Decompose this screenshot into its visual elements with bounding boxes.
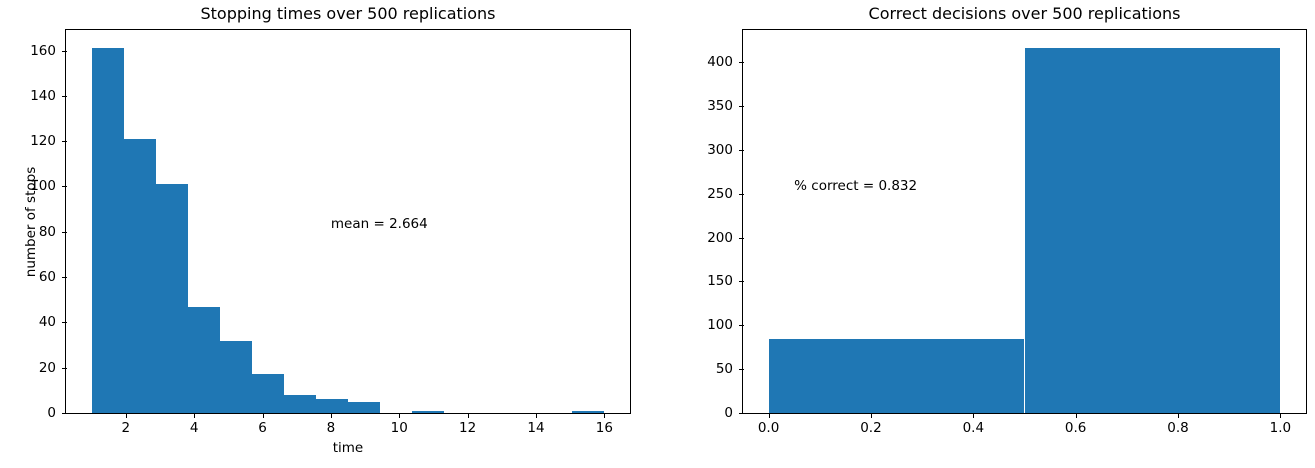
histogram-bar	[572, 410, 605, 413]
histogram-bar	[155, 184, 188, 413]
y-tick-label: 350	[707, 98, 733, 115]
y-tick-label: 100	[30, 178, 56, 195]
y-axis-label: number of stops	[23, 166, 39, 277]
x-tick-label: 0.6	[1064, 420, 1087, 436]
y-tick-label: 200	[707, 229, 733, 246]
x-tick-label: 14	[527, 420, 545, 436]
x-tick-label: 0.8	[1167, 420, 1189, 436]
histogram-bar	[283, 394, 316, 413]
y-tick	[62, 413, 67, 414]
y-tick	[62, 186, 67, 188]
histogram-bar	[219, 340, 252, 413]
histogram-bar	[412, 410, 445, 413]
x-tick	[973, 413, 975, 418]
y-tick	[62, 141, 67, 143]
x-tick	[1280, 413, 1282, 418]
x-tick-label: 0.0	[757, 420, 780, 436]
x-tick	[399, 413, 401, 418]
x-tick-label: 12	[459, 420, 477, 436]
histogram-bar	[123, 138, 156, 413]
x-tick	[604, 413, 606, 418]
y-tick	[62, 277, 67, 279]
x-tick	[125, 413, 127, 418]
y-tick	[62, 95, 67, 97]
y-tick-label: 80	[38, 223, 56, 240]
y-tick	[739, 193, 744, 195]
y-tick	[62, 367, 67, 369]
y-tick	[739, 413, 744, 414]
x-tick	[330, 413, 332, 418]
y-tick	[62, 231, 67, 233]
y-tick-label: 150	[707, 273, 733, 290]
histogram-bar	[187, 306, 220, 413]
y-tick	[739, 369, 744, 371]
x-tick-label: 16	[595, 420, 613, 436]
axes-stopping-times: 2 4 6 8 10 12 14 16 0 20 40 60 80 100 120 140 160 Stoppin…	[23, 4, 631, 456]
annotation-text: % correct = 0.832	[794, 178, 918, 195]
y-tick-label: 50	[715, 361, 733, 378]
histogram-bar	[1024, 48, 1281, 413]
y-tick	[739, 106, 744, 108]
x-axis-label: time	[332, 440, 364, 456]
annotation-text: mean = 2.664	[330, 216, 428, 233]
x-tick-label: 2	[121, 420, 131, 436]
y-tick-label: 400	[707, 54, 733, 71]
y-tick-label: 120	[30, 133, 56, 150]
y-tick-label: 100	[707, 317, 733, 334]
x-tick-label: 6	[258, 420, 267, 436]
y-tick-label: 160	[30, 42, 56, 59]
y-tick-label: 140	[30, 87, 56, 104]
y-tick	[739, 281, 744, 283]
x-tick-label: 8	[326, 420, 336, 436]
y-tick-label: 300	[707, 141, 733, 158]
y-tick-label: 0	[47, 405, 56, 421]
x-tick	[870, 413, 872, 418]
y-tick	[739, 325, 744, 327]
histogram-bar	[91, 48, 124, 413]
axes-title: Correct decisions over 500 replications	[868, 4, 1181, 23]
x-tick	[536, 413, 537, 418]
histogram-bar	[348, 401, 381, 413]
y-tick	[62, 322, 67, 324]
y-tick	[739, 149, 744, 151]
x-tick-label: 0.4	[962, 420, 985, 436]
axes-title: Stopping times over 500 replications	[200, 4, 496, 23]
y-tick	[739, 237, 744, 239]
histogram-bar	[315, 399, 348, 413]
x-tick	[768, 413, 770, 418]
x-tick	[467, 413, 469, 418]
histogram-bar	[768, 339, 1025, 413]
y-tick-label: 40	[38, 314, 56, 331]
x-tick	[1075, 413, 1077, 418]
x-tick	[194, 413, 196, 418]
y-tick-label: 20	[38, 359, 56, 376]
axes-correct-decisions: 0.0 0.2 0.4 0.6 0.8 1.0 0 50 100 150 200 250 300 350 4…	[707, 4, 1307, 436]
y-tick-label: 60	[38, 269, 56, 286]
y-tick-label: 0	[724, 405, 733, 421]
y-tick	[739, 62, 744, 64]
histogram-bar	[251, 374, 284, 413]
x-tick	[262, 413, 264, 418]
x-tick-label: 0.2	[860, 420, 882, 436]
x-tick-label: 4	[189, 420, 199, 436]
y-tick	[62, 50, 67, 52]
x-tick-label: 10	[390, 420, 408, 436]
y-tick-label: 250	[707, 185, 733, 202]
x-tick-label: 1.0	[1269, 420, 1292, 436]
x-tick	[1178, 413, 1180, 418]
